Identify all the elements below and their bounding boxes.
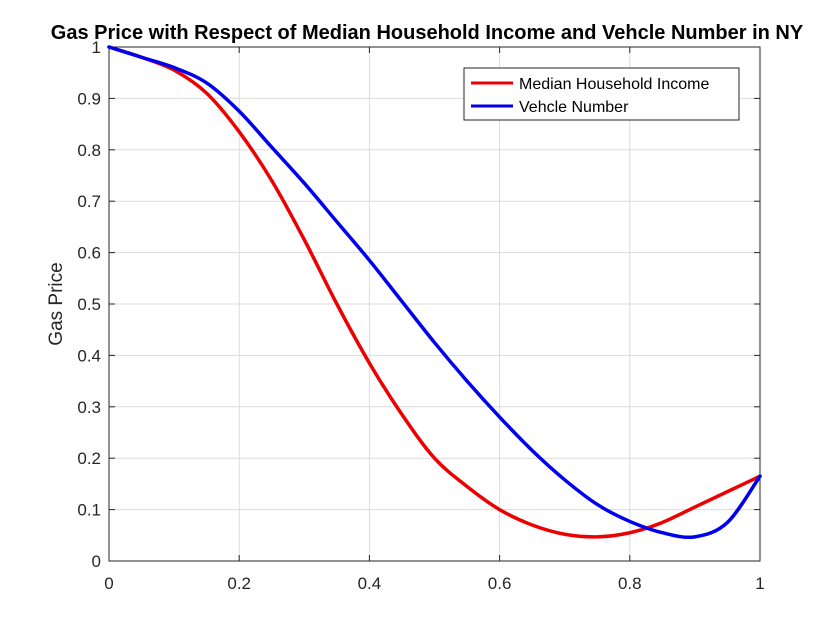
- x-axis-ticks: 0 0.2 0.4 0.6 0.8 1: [104, 47, 765, 593]
- chart-title: Gas Price with Respect of Median Househo…: [51, 22, 804, 44]
- x-tick-label: 0.2: [227, 574, 251, 593]
- x-tick-label: 0: [104, 574, 113, 593]
- y-tick-label: 1: [92, 38, 101, 57]
- y-tick-label: 0: [92, 552, 101, 571]
- y-tick-label: 0.7: [77, 192, 101, 211]
- y-tick-label: 0.8: [77, 141, 101, 160]
- y-tick-label: 0.6: [77, 244, 101, 263]
- grid: [108, 46, 761, 562]
- series-lines: [107, 45, 762, 540]
- y-tick-label: 0.9: [77, 89, 101, 108]
- x-tick-label: 0.8: [618, 574, 642, 593]
- x-tick-label: 0.6: [488, 574, 512, 593]
- y-tick-label: 0.1: [77, 501, 101, 520]
- x-tick-label: 1: [755, 574, 764, 593]
- series-line-median-household-income: [107, 45, 762, 539]
- y-tick-label: 0.3: [77, 398, 101, 417]
- legend-box: [463, 67, 740, 121]
- legend: Median Household Income Vehcle Number: [463, 67, 740, 121]
- legend-label-vehcle-number: Vehcle Number: [519, 99, 629, 116]
- y-tick-label: 0.4: [77, 346, 101, 365]
- x-tick-label: 0.4: [358, 574, 382, 593]
- y-tick-label: 0.2: [77, 449, 101, 468]
- y-tick-label: 0.5: [77, 295, 101, 314]
- legend-label-median-household-income: Median Household Income: [519, 76, 709, 93]
- y-axis-ticks: 0 0.1 0.2 0.3 0.4 0.5 0.6 0.7 0.8 0.9 1: [77, 38, 760, 571]
- series-line-vehcle-number: [107, 45, 762, 540]
- y-axis-label: Gas Price: [46, 262, 67, 345]
